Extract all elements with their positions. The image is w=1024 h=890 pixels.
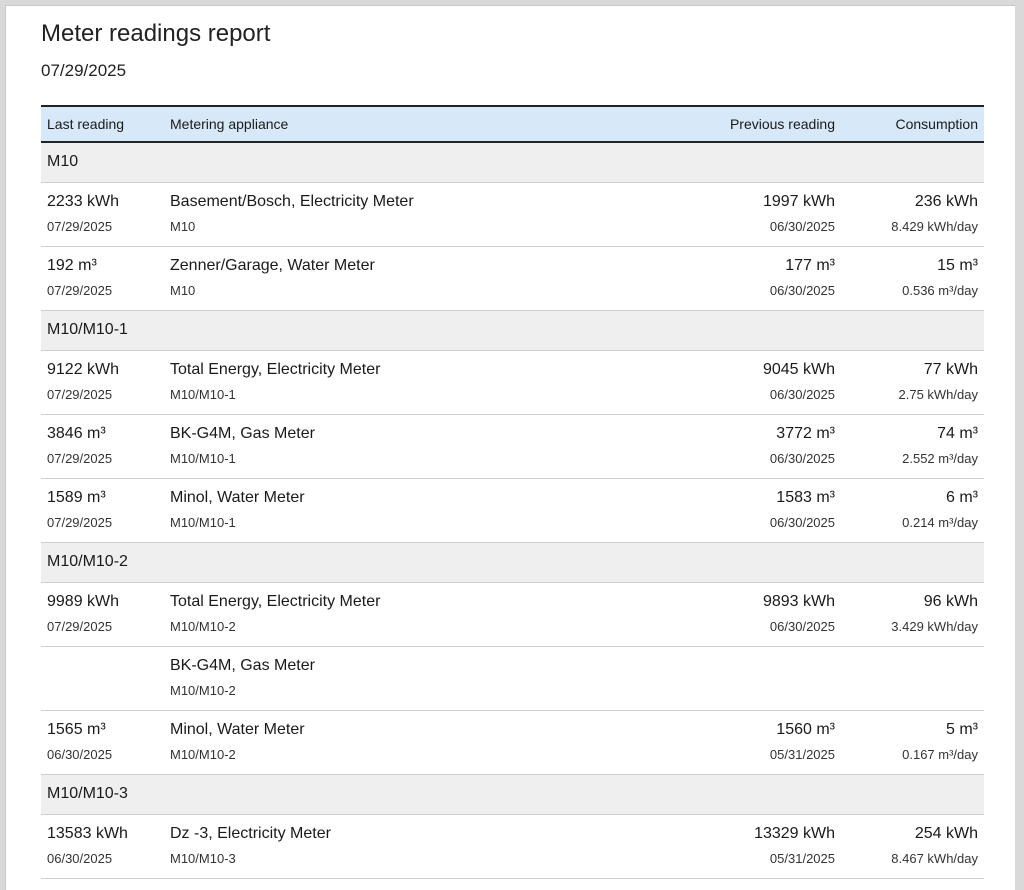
table-row: 1565 m³ 06/30/2025 Minol, Water Meter M10/M… bbox=[41, 710, 984, 775]
consumption-value bbox=[847, 656, 978, 676]
previous-reading-value: 1583 m³ bbox=[776, 488, 835, 506]
previous-reading-value: 9893 kWh bbox=[762, 592, 835, 610]
consumption-value: 6 m³ bbox=[946, 488, 978, 506]
last-reading-value: 1589 m³ bbox=[47, 488, 106, 506]
table-body: M10 2233 kWh 07/29/2025 Basement/Bosch, Ele… bbox=[41, 142, 984, 879]
appliance-name: BK-G4M, Gas Meter bbox=[170, 424, 315, 442]
report-page: Meter readings report 07/29/2025 Last re… bbox=[5, 5, 1015, 890]
previous-reading-value: 3772 m³ bbox=[776, 424, 835, 442]
last-reading-value bbox=[47, 656, 158, 676]
appliance-location: M10/M10-2 bbox=[170, 618, 236, 634]
header-last-reading: Last reading bbox=[41, 105, 164, 143]
header-consumption: Consumption bbox=[841, 105, 984, 143]
table-row: 192 m³ 07/29/2025 Zenner/Garage, Water Met… bbox=[41, 246, 984, 311]
previous-reading-date: 06/30/2025 bbox=[769, 282, 835, 298]
report-date: 07/29/2025 bbox=[41, 61, 127, 80]
previous-reading-date: 06/30/2025 bbox=[769, 218, 835, 234]
consumption-value: 77 kWh bbox=[923, 360, 978, 378]
previous-reading-value: 13329 kWh bbox=[754, 824, 835, 842]
previous-reading-date: 05/31/2025 bbox=[769, 746, 835, 762]
appliance-name: Total Energy, Electricity Meter bbox=[170, 360, 381, 378]
appliance-name: Minol, Water Meter bbox=[170, 488, 305, 506]
header-previous-reading: Previous reading bbox=[534, 105, 841, 143]
last-reading-value: 9989 kWh bbox=[47, 592, 120, 610]
group-row: M10 bbox=[41, 142, 984, 183]
last-reading-date: 06/30/2025 bbox=[47, 850, 113, 866]
previous-reading-value: 1560 m³ bbox=[776, 720, 835, 738]
last-reading-date: 06/30/2025 bbox=[47, 746, 113, 762]
consumption-rate: 8.429 kWh/day bbox=[891, 218, 978, 234]
appliance-name: Dz -3, Electricity Meter bbox=[170, 824, 331, 842]
last-reading-date: 07/29/2025 bbox=[47, 618, 113, 634]
consumption-rate: 2.75 kWh/day bbox=[898, 386, 979, 402]
last-reading-value: 3846 m³ bbox=[47, 424, 106, 442]
consumption-rate: 2.552 m³/day bbox=[902, 450, 978, 466]
table-row: BK-G4M, Gas Meter M10/M10-2 bbox=[41, 646, 984, 711]
consumption-rate: 3.429 kWh/day bbox=[891, 618, 978, 634]
consumption-rate: 0.167 m³/day bbox=[902, 746, 978, 762]
last-reading-date: 07/29/2025 bbox=[47, 386, 113, 402]
appliance-location: M10/M10-2 bbox=[170, 682, 236, 698]
group-name: M10/M10-2 bbox=[41, 542, 984, 583]
previous-reading-value: 9045 kWh bbox=[762, 360, 835, 378]
last-reading-value: 2233 kWh bbox=[47, 192, 120, 210]
last-reading-value: 192 m³ bbox=[47, 256, 97, 274]
previous-reading-value: 1997 kWh bbox=[762, 192, 835, 210]
report-title: Meter readings report bbox=[41, 20, 271, 47]
consumption-rate: 8.467 kWh/day bbox=[891, 850, 978, 866]
meter-readings-table: Last reading Metering appliance Previous… bbox=[41, 105, 984, 879]
last-reading-date: 07/29/2025 bbox=[47, 450, 113, 466]
appliance-location: M10/M10-1 bbox=[170, 450, 236, 466]
appliance-location: M10/M10-1 bbox=[170, 514, 236, 530]
appliance-name: BK-G4M, Gas Meter bbox=[170, 656, 315, 674]
table-row: 1589 m³ 07/29/2025 Minol, Water Meter M10/M… bbox=[41, 478, 984, 543]
appliance-location: M10 bbox=[170, 282, 196, 298]
group-name: M10 bbox=[41, 142, 984, 183]
previous-reading-value: 177 m³ bbox=[785, 256, 835, 274]
previous-reading-date: 06/30/2025 bbox=[769, 514, 835, 530]
last-reading-date: 07/29/2025 bbox=[47, 514, 113, 530]
appliance-location: M10 bbox=[170, 218, 196, 234]
table-row: 9122 kWh 07/29/2025 Total Energy, Electric… bbox=[41, 350, 984, 415]
group-name: M10/M10-1 bbox=[41, 310, 984, 351]
header-metering-appliance: Metering appliance bbox=[164, 105, 534, 143]
consumption-value: 5 m³ bbox=[946, 720, 978, 738]
consumption-value: 236 kWh bbox=[914, 192, 978, 210]
consumption-rate: 0.536 m³/day bbox=[902, 282, 978, 298]
appliance-location: M10/M10-2 bbox=[170, 746, 236, 762]
last-reading-date: 07/29/2025 bbox=[47, 218, 113, 234]
appliance-name: Zenner/Garage, Water Meter bbox=[170, 256, 375, 274]
previous-reading-date: 05/31/2025 bbox=[769, 850, 835, 866]
table-header-row: Last reading Metering appliance Previous… bbox=[41, 105, 984, 143]
consumption-value: 74 m³ bbox=[937, 424, 978, 442]
group-row: M10/M10-1 bbox=[41, 310, 984, 351]
table-row: 13583 kWh 06/30/2025 Dz -3, Electricity Me… bbox=[41, 814, 984, 879]
consumption-value: 96 kWh bbox=[923, 592, 978, 610]
table-row: 3846 m³ 07/29/2025 BK-G4M, Gas Meter M10/M1… bbox=[41, 414, 984, 479]
group-name: M10/M10-3 bbox=[41, 774, 984, 815]
previous-reading-date: 06/30/2025 bbox=[769, 618, 835, 634]
previous-reading-date: 06/30/2025 bbox=[769, 450, 835, 466]
consumption-value: 254 kWh bbox=[914, 824, 978, 842]
last-reading-value: 13583 kWh bbox=[47, 824, 128, 842]
last-reading-value: 9122 kWh bbox=[47, 360, 120, 378]
appliance-name: Basement/Bosch, Electricity Meter bbox=[170, 192, 414, 210]
last-reading-date: 07/29/2025 bbox=[47, 282, 113, 298]
previous-reading-value bbox=[540, 656, 835, 676]
appliance-name: Total Energy, Electricity Meter bbox=[170, 592, 381, 610]
group-row: M10/M10-3 bbox=[41, 774, 984, 815]
table-row: 9989 kWh 07/29/2025 Total Energy, Electric… bbox=[41, 582, 984, 647]
table-row: 2233 kWh 07/29/2025 Basement/Bosch, Electr… bbox=[41, 182, 984, 247]
previous-reading-date: 06/30/2025 bbox=[769, 386, 835, 402]
consumption-value: 15 m³ bbox=[937, 256, 978, 274]
appliance-location: M10/M10-1 bbox=[170, 386, 236, 402]
appliance-location: M10/M10-3 bbox=[170, 850, 236, 866]
last-reading-value: 1565 m³ bbox=[47, 720, 106, 738]
appliance-name: Minol, Water Meter bbox=[170, 720, 305, 738]
consumption-rate: 0.214 m³/day bbox=[902, 514, 978, 530]
group-row: M10/M10-2 bbox=[41, 542, 984, 583]
